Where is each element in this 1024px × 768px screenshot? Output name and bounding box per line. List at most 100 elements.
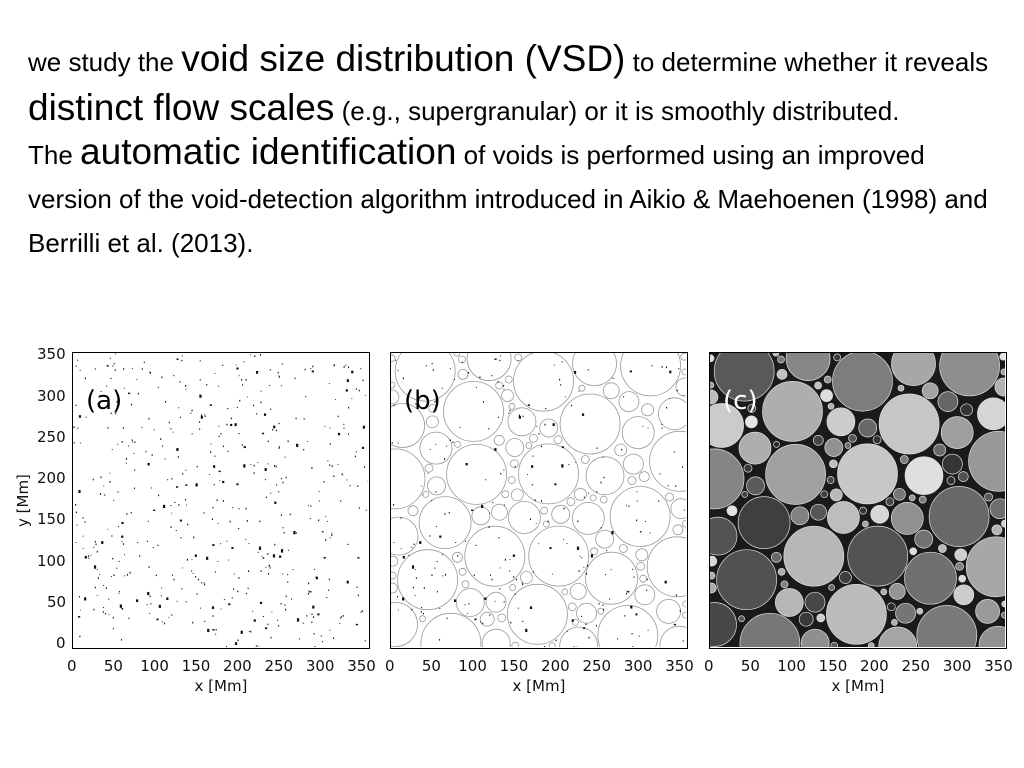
magnetic-feature [250, 464, 252, 466]
magnetic-feature [94, 540, 96, 543]
magnetic-feature [340, 500, 342, 502]
magnetic-feature [341, 473, 343, 475]
magnetic-feature [673, 451, 675, 453]
magnetic-feature [337, 432, 341, 436]
magnetic-feature [197, 578, 200, 581]
magnetic-feature [238, 375, 240, 377]
void-circle [495, 381, 503, 390]
magnetic-feature [226, 540, 228, 542]
magnetic-feature [118, 560, 120, 562]
magnetic-feature [318, 500, 320, 502]
magnetic-feature [343, 427, 345, 429]
void-circle [505, 438, 525, 457]
magnetic-feature [441, 387, 443, 389]
magnetic-feature [130, 511, 132, 514]
magnetic-feature [248, 570, 250, 572]
magnetic-feature [471, 509, 474, 511]
void-circle [391, 555, 399, 567]
magnetic-feature [459, 427, 461, 429]
void-circle [614, 443, 628, 457]
magnetic-feature [157, 386, 159, 388]
magnetic-feature [454, 599, 457, 603]
magnetic-feature [141, 368, 143, 370]
magnetic-feature [312, 605, 315, 609]
void-circle [847, 525, 909, 587]
void-circle [893, 487, 906, 501]
magnetic-feature [199, 379, 201, 381]
magnetic-feature [329, 537, 331, 539]
magnetic-feature [195, 576, 197, 578]
highlight-vsd: void size distribution (VSD) [181, 38, 626, 79]
x-tick-label: 100 [458, 657, 487, 675]
void-circle [746, 476, 765, 496]
magnetic-feature [262, 557, 264, 559]
void-circle [886, 602, 896, 612]
magnetic-feature [108, 598, 110, 600]
magnetic-feature [580, 615, 583, 617]
magnetic-feature [545, 407, 547, 410]
magnetic-feature [362, 379, 364, 382]
magnetic-feature [442, 575, 444, 577]
magnetic-feature [563, 507, 565, 510]
intro-text-a: we study the [28, 47, 174, 77]
magnetic-feature [164, 401, 167, 403]
magnetic-feature [117, 526, 119, 528]
void-circle [481, 628, 511, 647]
magnetic-feature [346, 379, 349, 382]
magnetic-feature [596, 491, 598, 493]
magnetic-feature [196, 593, 198, 595]
x-tick-label: 0 [704, 657, 714, 675]
magnetic-feature [185, 601, 187, 603]
void-circle [559, 393, 621, 455]
magnetic-feature [561, 464, 564, 468]
magnetic-feature [461, 361, 463, 364]
magnetic-feature [212, 629, 215, 631]
void-circle [745, 415, 758, 429]
magnetic-feature [121, 535, 124, 538]
void-circle [427, 476, 446, 496]
x-tick-label: 300 [305, 657, 335, 675]
magnetic-feature [448, 511, 450, 514]
magnetic-feature [111, 535, 113, 537]
magnetic-feature [422, 613, 425, 615]
void-circle [609, 486, 671, 547]
magnetic-feature [262, 615, 265, 617]
magnetic-feature [435, 526, 437, 528]
magnetic-feature [119, 604, 122, 608]
void-circle [780, 580, 789, 589]
magnetic-feature [566, 630, 568, 632]
magnetic-feature [161, 445, 164, 447]
magnetic-feature [267, 440, 269, 443]
magnetic-feature [191, 409, 193, 412]
magnetic-feature [153, 429, 155, 431]
magnetic-feature [278, 376, 281, 378]
magnetic-feature [204, 583, 206, 586]
void-circle [507, 476, 516, 484]
magnetic-feature [538, 543, 540, 545]
void-circle [479, 611, 495, 627]
x-tick-label: 100 [777, 657, 806, 675]
magnetic-feature [274, 543, 276, 546]
magnetic-feature [642, 425, 644, 427]
magnetic-feature [109, 480, 111, 483]
magnetic-feature [278, 447, 280, 449]
magnetic-feature [354, 455, 356, 458]
magnetic-feature [563, 539, 565, 540]
magnetic-feature [552, 423, 555, 427]
magnetic-feature [682, 466, 684, 468]
void-circle [826, 407, 856, 437]
magnetic-feature [185, 484, 188, 486]
x-axis-label: x [Mm] [512, 677, 566, 695]
magnetic-feature [103, 585, 105, 586]
magnetic-feature [397, 369, 399, 371]
magnetic-feature [649, 532, 651, 534]
magnetic-feature [220, 608, 222, 610]
void-circle [681, 368, 686, 376]
magnetic-feature [666, 406, 668, 409]
magnetic-feature [488, 526, 490, 528]
magnetic-feature [313, 633, 315, 635]
void-circle [682, 600, 686, 608]
magnetic-feature [305, 396, 307, 398]
magnetic-feature [581, 557, 583, 559]
magnetic-feature [260, 390, 262, 392]
